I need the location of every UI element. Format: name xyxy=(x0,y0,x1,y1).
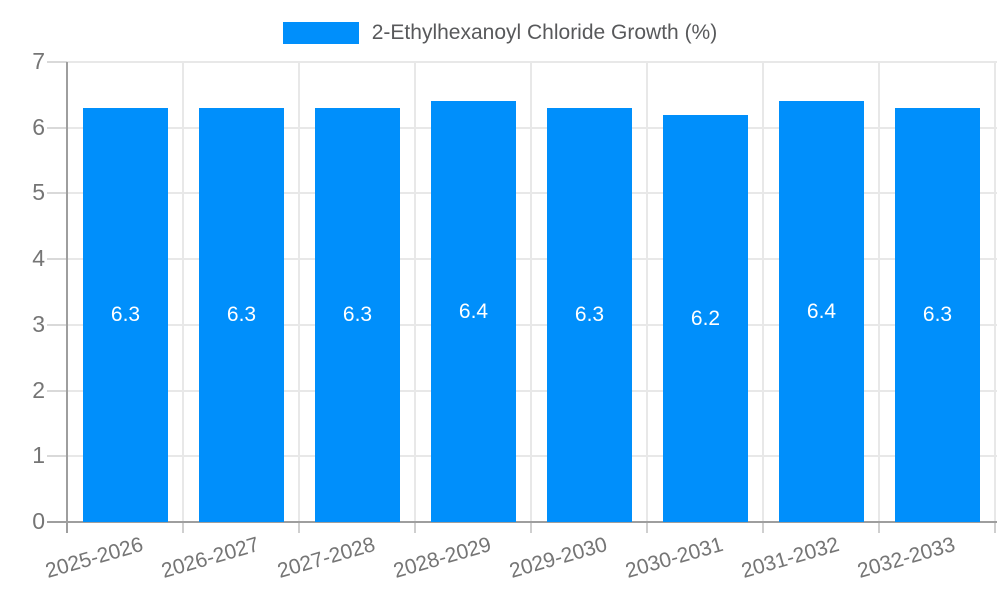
h-gridline xyxy=(67,127,997,129)
bar-value-label: 6.3 xyxy=(226,303,257,326)
v-gridline xyxy=(878,62,880,522)
bar-value-label: 6.3 xyxy=(110,303,141,326)
v-gridline xyxy=(530,62,532,522)
x-axis-tick xyxy=(298,522,300,533)
x-axis-line xyxy=(47,521,997,523)
bar-value-label: 6.3 xyxy=(574,303,605,326)
bar-2027-2028[interactable] xyxy=(315,108,400,522)
v-gridline xyxy=(182,62,184,522)
bar-2026-2027[interactable] xyxy=(199,108,284,522)
chart-legend[interactable]: 2-Ethylhexanoyl Chloride Growth (%) xyxy=(0,20,1000,45)
x-tick-label: 2031-2032 xyxy=(738,533,842,583)
bar-value-label: 6.4 xyxy=(806,300,837,323)
y-tick-label: 6 xyxy=(32,114,45,140)
y-tick-label: 5 xyxy=(32,179,45,205)
bar-value-label: 6.3 xyxy=(342,303,373,326)
x-tick-label: 2032-2033 xyxy=(854,533,958,583)
x-tick-label: 2027-2028 xyxy=(274,533,378,583)
v-gridline xyxy=(646,62,648,522)
y-axis-tick xyxy=(47,192,67,194)
y-axis-tick xyxy=(47,390,67,392)
x-axis-tick xyxy=(762,522,764,533)
y-axis-tick xyxy=(47,61,67,63)
bar-2025-2026[interactable] xyxy=(83,108,168,522)
legend-label: 2-Ethylhexanoyl Chloride Growth (%) xyxy=(371,20,718,44)
y-tick-label: 0 xyxy=(32,508,45,534)
h-gridline xyxy=(67,258,997,260)
bar-2030-2031[interactable] xyxy=(663,115,748,522)
bar-2031-2032[interactable] xyxy=(779,101,864,522)
x-tick-label: 2026-2027 xyxy=(158,533,262,583)
x-axis-tick xyxy=(646,522,648,533)
x-tick-label: 2028-2029 xyxy=(390,533,494,583)
y-axis-tick xyxy=(47,127,67,129)
v-gridline xyxy=(414,62,416,522)
bar-2032-2033[interactable] xyxy=(895,108,980,522)
bar-2029-2030[interactable] xyxy=(547,108,632,522)
x-axis-tick xyxy=(530,522,532,533)
y-axis-tick xyxy=(47,258,67,260)
v-gridline xyxy=(994,62,996,522)
bar-2028-2029[interactable] xyxy=(431,101,516,522)
y-tick-label: 4 xyxy=(32,245,45,271)
y-axis-tick xyxy=(47,324,67,326)
h-gridline xyxy=(67,455,997,457)
x-tick-label: 2025-2026 xyxy=(42,533,146,583)
x-axis-tick xyxy=(994,522,996,533)
x-axis-tick xyxy=(414,522,416,533)
y-tick-label: 3 xyxy=(32,311,45,337)
y-tick-label: 1 xyxy=(32,442,45,468)
bar-value-label: 6.3 xyxy=(922,303,953,326)
h-gridline xyxy=(67,61,997,63)
v-gridline xyxy=(298,62,300,522)
x-axis-tick xyxy=(878,522,880,533)
legend-swatch xyxy=(282,21,359,44)
x-tick-label: 2029-2030 xyxy=(506,533,610,583)
h-gridline xyxy=(67,324,997,326)
x-tick-label: 2030-2031 xyxy=(622,533,726,583)
y-tick-label: 2 xyxy=(32,377,45,403)
h-gridline xyxy=(67,390,997,392)
y-tick-label: 7 xyxy=(32,48,45,74)
x-axis-tick xyxy=(182,522,184,533)
y-axis-line xyxy=(66,62,68,533)
h-gridline xyxy=(67,192,997,194)
bar-value-label: 6.2 xyxy=(690,307,721,330)
v-gridline xyxy=(762,62,764,522)
bar-value-label: 6.4 xyxy=(458,300,489,323)
y-axis-tick xyxy=(47,455,67,457)
